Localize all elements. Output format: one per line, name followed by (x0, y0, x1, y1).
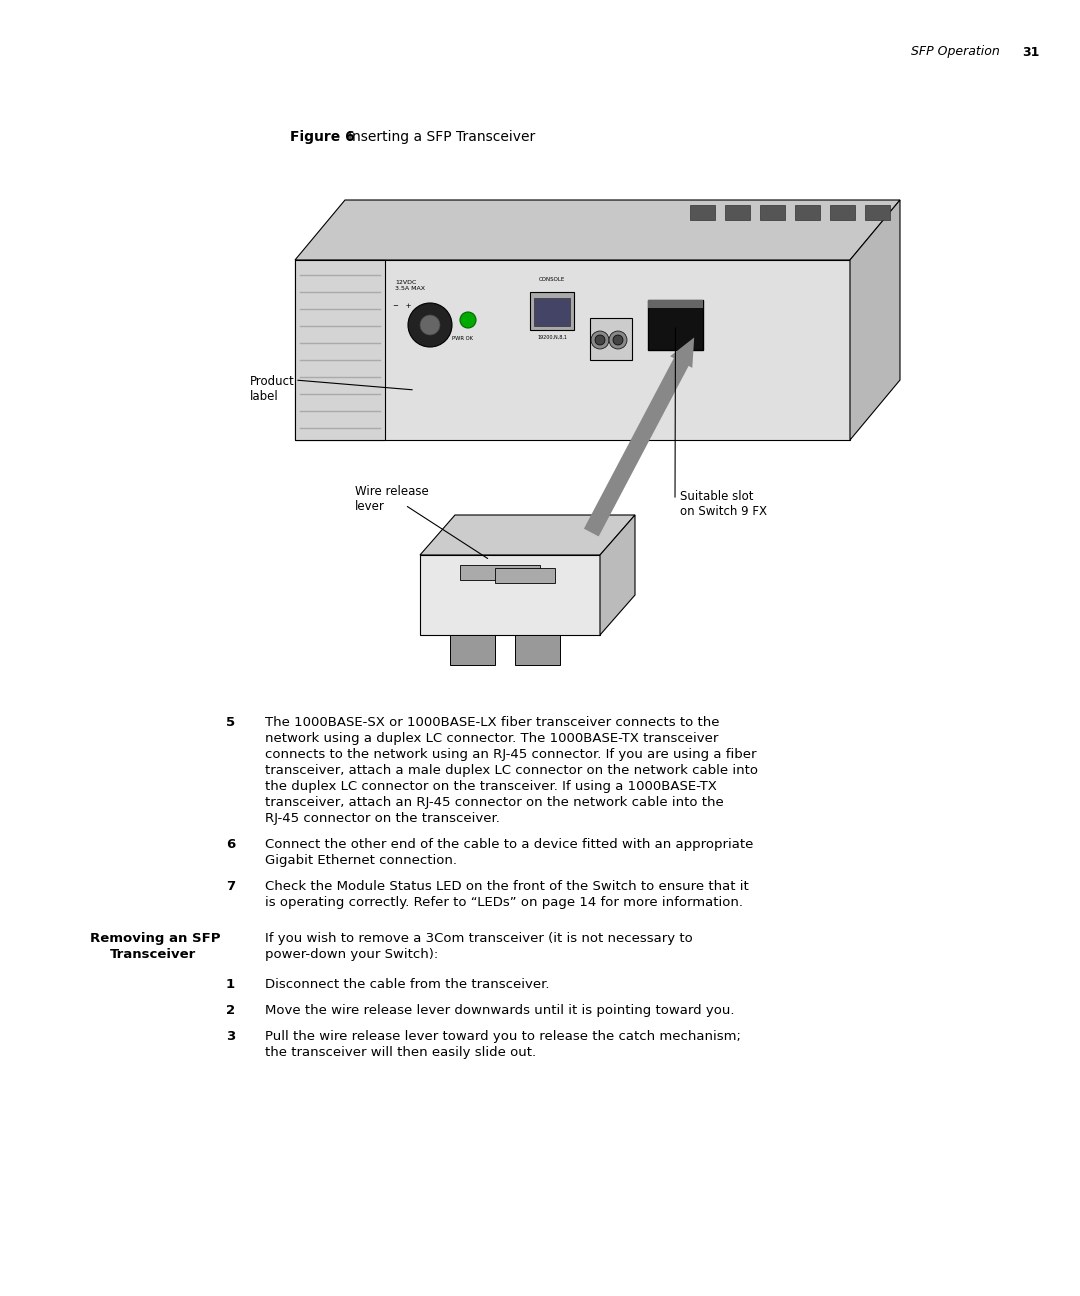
Text: Product
label: Product label (249, 375, 295, 403)
Polygon shape (795, 205, 820, 220)
Text: is operating correctly. Refer to “LEDs” on page 14 for more information.: is operating correctly. Refer to “LEDs” … (265, 896, 743, 908)
Text: Figure 6: Figure 6 (291, 130, 354, 144)
Polygon shape (450, 635, 495, 665)
Text: Pull the wire release lever toward you to release the catch mechanism;: Pull the wire release lever toward you t… (265, 1030, 741, 1043)
Text: 12VDC
3.5A MAX: 12VDC 3.5A MAX (395, 280, 426, 290)
Text: 19200,N,8,1: 19200,N,8,1 (537, 334, 567, 340)
Text: Gigabit Ethernet connection.: Gigabit Ethernet connection. (265, 854, 457, 867)
Circle shape (460, 312, 476, 328)
FancyBboxPatch shape (590, 318, 632, 360)
Text: Connect the other end of the cable to a device fitted with an appropriate: Connect the other end of the cable to a … (265, 839, 754, 851)
Text: Transceiver: Transceiver (110, 947, 197, 962)
Circle shape (420, 315, 440, 334)
Text: 6: 6 (226, 839, 235, 851)
Polygon shape (760, 205, 785, 220)
Polygon shape (295, 200, 900, 260)
FancyBboxPatch shape (648, 299, 703, 350)
Text: 5: 5 (226, 715, 235, 728)
Text: CONSOLE: CONSOLE (539, 277, 565, 283)
Polygon shape (295, 260, 850, 441)
Polygon shape (420, 515, 635, 555)
Text: 2: 2 (226, 1004, 235, 1017)
Text: Disconnect the cable from the transceiver.: Disconnect the cable from the transceive… (265, 978, 550, 991)
Text: power-down your Switch):: power-down your Switch): (265, 947, 438, 962)
Text: Check the Module Status LED on the front of the Switch to ensure that it: Check the Module Status LED on the front… (265, 880, 748, 893)
Text: Removing an SFP: Removing an SFP (90, 932, 220, 945)
Circle shape (408, 303, 453, 347)
Text: If you wish to remove a 3Com transceiver (it is not necessary to: If you wish to remove a 3Com transceiver… (265, 932, 692, 945)
Circle shape (609, 330, 627, 349)
Text: The 1000BASE-SX or 1000BASE-LX fiber transceiver connects to the: The 1000BASE-SX or 1000BASE-LX fiber tra… (265, 715, 719, 728)
Text: transceiver, attach a male duplex LC connector on the network cable into: transceiver, attach a male duplex LC con… (265, 765, 758, 778)
Circle shape (591, 330, 609, 349)
Text: −   +: − + (393, 303, 411, 308)
Text: SFP Operation: SFP Operation (912, 45, 1000, 58)
Polygon shape (600, 515, 635, 635)
Circle shape (613, 334, 623, 345)
Text: PWR OK: PWR OK (453, 336, 473, 341)
Text: the duplex LC connector on the transceiver. If using a 1000BASE-TX: the duplex LC connector on the transceiv… (265, 780, 717, 793)
Text: Inserting a SFP Transceiver: Inserting a SFP Transceiver (348, 130, 536, 144)
Polygon shape (690, 205, 715, 220)
FancyArrowPatch shape (584, 337, 694, 537)
Text: 7: 7 (226, 880, 235, 893)
Circle shape (595, 334, 605, 345)
Polygon shape (865, 205, 890, 220)
Text: Wire release
lever: Wire release lever (355, 485, 429, 513)
FancyBboxPatch shape (530, 292, 573, 330)
Text: 3: 3 (226, 1030, 235, 1043)
FancyBboxPatch shape (534, 298, 570, 327)
Polygon shape (460, 565, 540, 581)
Text: transceiver, attach an RJ-45 connector on the network cable into the: transceiver, attach an RJ-45 connector o… (265, 796, 724, 809)
Polygon shape (831, 205, 855, 220)
Polygon shape (495, 568, 555, 583)
Text: Move the wire release lever downwards until it is pointing toward you.: Move the wire release lever downwards un… (265, 1004, 734, 1017)
Text: RJ-45 connector on the transceiver.: RJ-45 connector on the transceiver. (265, 813, 500, 826)
Text: 1: 1 (226, 978, 235, 991)
Polygon shape (648, 299, 703, 308)
Polygon shape (725, 205, 750, 220)
Text: connects to the network using an RJ-45 connector. If you are using a fiber: connects to the network using an RJ-45 c… (265, 748, 756, 761)
Polygon shape (850, 200, 900, 441)
Text: the transceiver will then easily slide out.: the transceiver will then easily slide o… (265, 1046, 536, 1059)
Polygon shape (420, 555, 600, 635)
Text: Suitable slot
on Switch 9 FX: Suitable slot on Switch 9 FX (680, 490, 767, 518)
Polygon shape (515, 635, 561, 665)
Text: 31: 31 (1023, 45, 1040, 58)
Text: network using a duplex LC connector. The 1000BASE-TX transceiver: network using a duplex LC connector. The… (265, 732, 718, 745)
Polygon shape (295, 260, 384, 441)
